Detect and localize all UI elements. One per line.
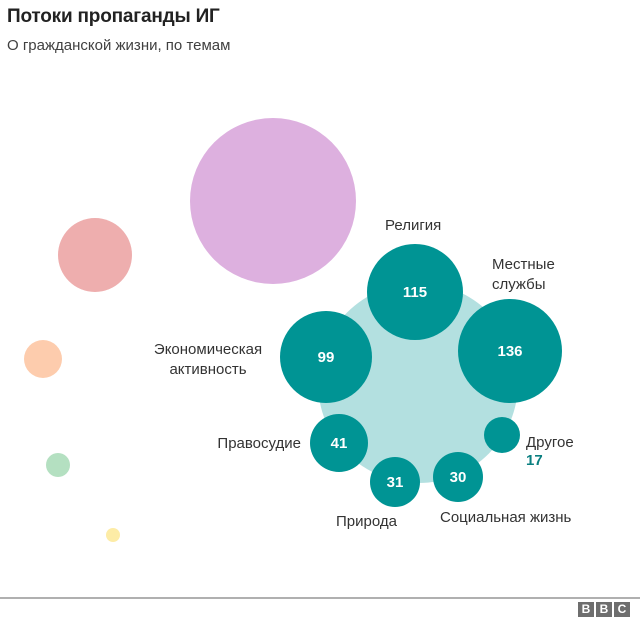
label-other-name: Другое — [526, 434, 574, 451]
bubble-religion — [367, 244, 463, 340]
value-local-services: 136 — [497, 343, 522, 360]
bubble-social — [433, 452, 483, 502]
bubble-orange — [24, 340, 62, 378]
bbc-logo-letter: B — [596, 602, 612, 617]
bubble-purple — [190, 118, 356, 284]
label-economic-line1: Экономическая — [153, 341, 263, 358]
value-nature: 31 — [387, 474, 404, 491]
label-economic-line2: активность — [169, 361, 247, 378]
value-justice: 41 — [331, 435, 348, 452]
label-local-services-line1: Местные — [492, 256, 555, 273]
bubble-other — [484, 417, 520, 453]
bubble-green — [46, 453, 70, 477]
bbc-logo: B B C — [578, 602, 630, 617]
label-other-value: 17 — [526, 452, 543, 469]
bubble-economic — [280, 311, 372, 403]
label-religion: Религия — [385, 217, 442, 234]
label-local-services: Местные службы — [492, 255, 555, 295]
bbc-logo-letter: B — [578, 602, 594, 617]
bubble-nature — [370, 457, 420, 507]
label-local-services-line2: службы — [492, 276, 546, 293]
label-nature: Природа — [336, 513, 397, 530]
label-other: Другое 17 — [526, 433, 574, 469]
value-social: 30 — [450, 469, 467, 486]
footer-divider — [0, 597, 640, 599]
value-religion: 115 — [403, 284, 427, 301]
bbc-logo-letter: C — [614, 602, 630, 617]
bubble-yellow — [106, 528, 120, 542]
value-economic: 99 — [318, 349, 335, 366]
chart-title: Потоки пропаганды ИГ — [7, 6, 220, 27]
chart-subtitle: О гражданской жизни, по темам — [7, 37, 231, 54]
label-justice: Правосудие — [217, 435, 301, 452]
label-economic: Экономическая активность — [146, 340, 270, 380]
bubble-justice — [310, 414, 368, 472]
bubble-red — [58, 218, 132, 292]
bubble-local-services — [458, 299, 562, 403]
label-social: Социальная жизнь — [440, 509, 572, 526]
